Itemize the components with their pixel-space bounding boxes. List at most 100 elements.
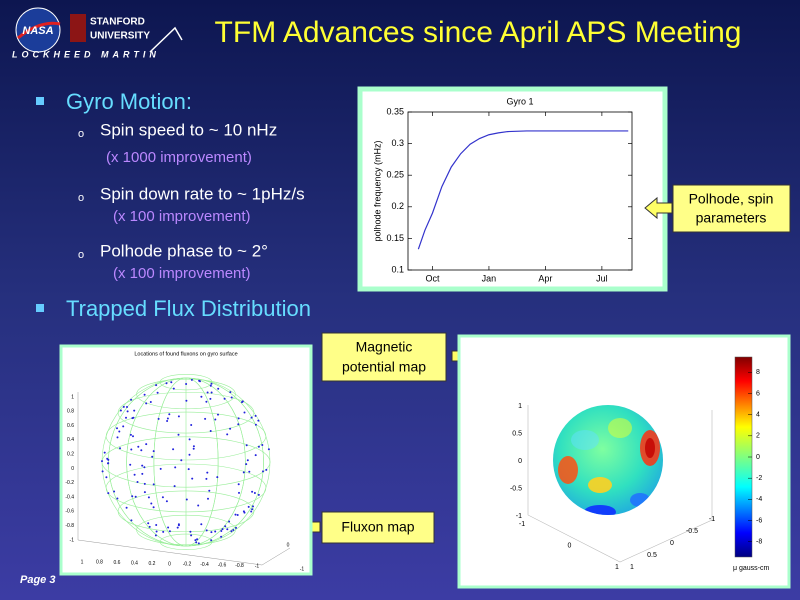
fluxon-dot	[265, 468, 268, 471]
axis-tick-label: -0.5	[686, 528, 698, 535]
lockheed-text: LOCKHEED MARTIN	[12, 49, 160, 59]
axis-tick-label: 0.4	[67, 437, 74, 443]
fluxon-dot	[210, 391, 213, 394]
fluxon-dot	[236, 514, 239, 516]
fluxon-dot	[145, 443, 148, 446]
fluxon-dot	[148, 525, 151, 528]
fluxon-dot	[159, 467, 162, 470]
fluxon-dot	[147, 522, 150, 525]
fluxon-dot	[168, 413, 171, 416]
fluxon-dot	[125, 506, 128, 509]
fluxon-dot	[209, 430, 212, 432]
bullet-heading: Trapped Flux Distribution	[66, 296, 311, 321]
bullet-marker	[36, 304, 44, 312]
page-number: Page 3	[20, 574, 55, 586]
stanford-text: STANFORD	[90, 17, 145, 28]
fluxon-dot	[119, 447, 121, 450]
axis-tick-label: -0.6	[65, 509, 74, 515]
axis-box	[77, 392, 291, 566]
fluxon-dot	[155, 524, 158, 526]
callout-text: Polhode, spin	[689, 191, 774, 207]
fluxon-dot	[214, 418, 217, 421]
fluxon-dot	[192, 445, 195, 448]
bullet-item: Spin down rate to ~ 1pHz/s	[100, 184, 305, 203]
colorbar-tick-label: 8	[756, 369, 760, 376]
fluxon-dot	[107, 492, 110, 495]
fluxon-dot	[210, 382, 213, 385]
potential-blobs	[558, 418, 660, 515]
stanford-tree	[70, 14, 86, 42]
fluxon-dot	[253, 492, 256, 494]
fluxon-dot	[197, 504, 200, 507]
fluxon-dot	[209, 397, 212, 400]
fluxon-dot	[216, 476, 219, 479]
colorbar-tick-label: 2	[756, 433, 760, 440]
fluxon-dot	[134, 495, 137, 498]
fluxon-dot	[131, 495, 134, 498]
fluxon-dot	[220, 535, 223, 538]
fluxon-dot	[166, 417, 169, 420]
fluxon-dot	[198, 379, 201, 382]
fluxon-dot	[234, 513, 237, 516]
fluxon-dot	[116, 427, 118, 430]
bullet-item: Polhode phase to ~ 2°	[100, 241, 268, 260]
bullet-note: (x 100 improvement)	[113, 265, 251, 282]
fluxon-dot	[129, 433, 132, 436]
fluxon-dot	[177, 415, 180, 418]
fluxon-dot	[145, 402, 148, 405]
fluxon-dot	[132, 416, 135, 419]
fluxon-dot	[116, 497, 119, 500]
callout-text: parameters	[696, 210, 767, 226]
fluxon-dot	[189, 530, 192, 533]
longitude-line	[108, 377, 264, 547]
fluxon-dot	[177, 433, 180, 436]
colorbar-tick-label: -4	[756, 496, 762, 503]
fluxon-dot	[210, 531, 213, 534]
fluxon-dot	[254, 414, 257, 417]
fluxon-dot	[155, 384, 158, 387]
callout-box	[321, 511, 435, 544]
fluxon-dot	[247, 505, 250, 508]
fluxon-dot	[217, 387, 220, 390]
colorbar-tick-label: 6	[756, 390, 760, 397]
axis-tick-label: -0.2	[65, 480, 74, 486]
axis-tick-label: 0.5	[512, 430, 522, 437]
axis-tick-label: 1	[630, 564, 634, 571]
axis-tick-label: -1	[709, 516, 715, 523]
fluxon-dot	[257, 493, 260, 496]
fluxon-dot	[241, 400, 244, 403]
fluxon-dot	[226, 528, 229, 531]
fluxon-dot	[229, 391, 232, 394]
fluxon-dot	[243, 411, 246, 414]
fluxon-dot	[205, 529, 208, 532]
fluxon-dot	[140, 449, 143, 452]
callout-box	[321, 332, 447, 382]
fluxon-dot	[107, 462, 110, 465]
axis-tick-label: 1	[71, 394, 74, 400]
fluxon-dot	[232, 529, 235, 531]
fluxon-dot	[177, 524, 180, 527]
fluxon-dot	[167, 526, 170, 529]
axis-tick-label: 0	[71, 466, 74, 472]
y-tick-label: 0.1	[391, 264, 404, 274]
fluxon-dot	[230, 530, 233, 533]
fluxon-dot	[130, 519, 133, 522]
fluxon-dot	[206, 471, 209, 474]
fluxon-dot	[143, 393, 146, 396]
fluxon-dot	[165, 500, 168, 503]
fluxon-dot	[130, 448, 133, 451]
y-tick-label: 0.3	[391, 138, 404, 148]
fluxon-dot	[237, 423, 240, 426]
fluxon-dot	[168, 530, 171, 533]
fluxon-dot	[242, 510, 245, 513]
y-axis-label: polhode frequency (mHz)	[372, 140, 382, 241]
fluxon-dot	[101, 470, 104, 473]
fluxon-dot	[166, 420, 169, 422]
fluxon-dot	[230, 396, 233, 399]
fluxon-dot	[196, 538, 199, 541]
fluxon-dot	[187, 468, 190, 471]
fluxon-dot	[262, 470, 264, 473]
axis-tick-label: 0.4	[131, 561, 138, 567]
axis-tick-label: 1	[81, 559, 84, 565]
